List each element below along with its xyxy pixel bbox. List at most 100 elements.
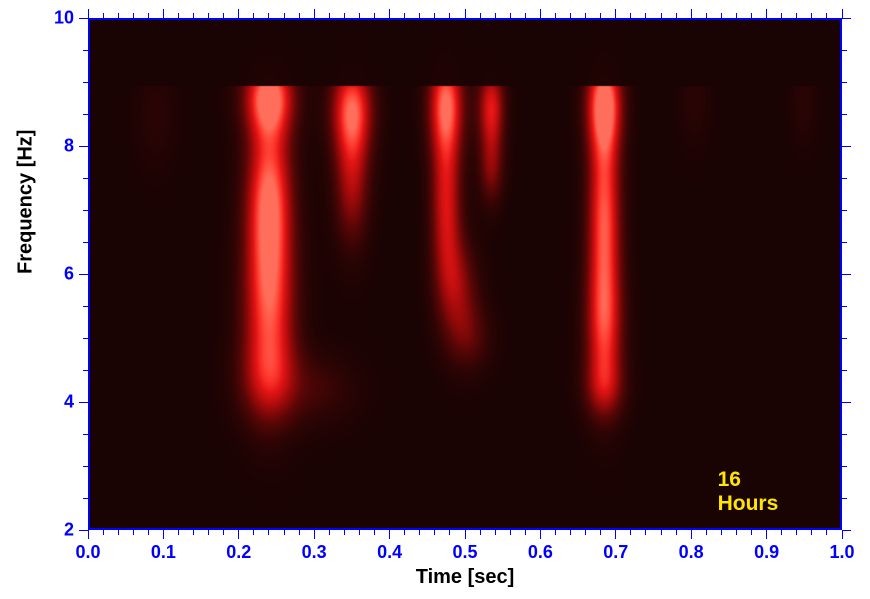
- x-minor-tick: [419, 530, 420, 535]
- x-tick-mark: [88, 530, 89, 539]
- x-minor-tick: [284, 530, 285, 535]
- x-tick-mark: [389, 530, 390, 539]
- x-tick-mark: [842, 530, 843, 539]
- y-tick-label: 8: [64, 136, 74, 157]
- x-minor-tick-top: [133, 13, 134, 18]
- x-tick-label: 0.0: [75, 542, 100, 563]
- y-minor-tick: [83, 498, 88, 499]
- x-tick-mark-top: [540, 9, 541, 18]
- y-minor-tick-right: [842, 338, 847, 339]
- y-tick-mark: [79, 402, 88, 403]
- y-tick-mark-right: [842, 274, 851, 275]
- y-tick-label: 10: [54, 8, 74, 29]
- x-tick-mark: [465, 530, 466, 539]
- x-minor-tick: [449, 530, 450, 535]
- y-tick-mark: [79, 18, 88, 19]
- x-minor-tick: [434, 530, 435, 535]
- x-minor-tick: [103, 530, 104, 535]
- x-tick-mark-top: [389, 9, 390, 18]
- x-minor-tick: [223, 530, 224, 535]
- y-minor-tick-right: [842, 210, 847, 211]
- x-minor-tick: [826, 530, 827, 535]
- y-tick-mark: [79, 530, 88, 531]
- y-minor-tick: [83, 114, 88, 115]
- x-minor-tick-top: [736, 13, 737, 18]
- x-minor-tick: [781, 530, 782, 535]
- x-minor-tick-top: [103, 13, 104, 18]
- y-tick-mark: [79, 274, 88, 275]
- x-minor-tick-top: [781, 13, 782, 18]
- x-minor-tick-top: [253, 13, 254, 18]
- x-minor-tick: [299, 530, 300, 535]
- y-minor-tick-right: [842, 306, 847, 307]
- y-tick-mark-right: [842, 18, 851, 19]
- y-minor-tick-right: [842, 242, 847, 243]
- y-tick-label: 2: [64, 520, 74, 541]
- x-minor-tick: [344, 530, 345, 535]
- x-minor-tick-top: [510, 13, 511, 18]
- y-axis-label: Frequency [Hz]: [15, 130, 38, 274]
- x-minor-tick-top: [796, 13, 797, 18]
- x-minor-tick-top: [811, 13, 812, 18]
- x-minor-tick-top: [676, 13, 677, 18]
- x-minor-tick: [676, 530, 677, 535]
- spectrogram-figure: 16 Hours Time [sec] Frequency [Hz] 0.00.…: [0, 0, 870, 599]
- y-minor-tick: [83, 338, 88, 339]
- x-minor-tick-top: [268, 13, 269, 18]
- x-minor-tick: [525, 530, 526, 535]
- x-tick-label: 0.7: [603, 542, 628, 563]
- y-minor-tick: [83, 434, 88, 435]
- annotation-label: 16 Hours: [718, 468, 801, 516]
- y-minor-tick: [83, 242, 88, 243]
- x-minor-tick-top: [299, 13, 300, 18]
- x-minor-tick: [706, 530, 707, 535]
- x-tick-label: 0.1: [151, 542, 176, 563]
- x-minor-tick-top: [721, 13, 722, 18]
- x-minor-tick: [178, 530, 179, 535]
- y-minor-tick-right: [842, 82, 847, 83]
- y-minor-tick: [83, 466, 88, 467]
- y-minor-tick-right: [842, 178, 847, 179]
- x-tick-label: 0.5: [452, 542, 477, 563]
- x-minor-tick-top: [826, 13, 827, 18]
- y-tick-label: 4: [64, 392, 74, 413]
- x-minor-tick-top: [374, 13, 375, 18]
- plot-area: 16 Hours: [88, 18, 842, 530]
- x-minor-tick: [600, 530, 601, 535]
- x-minor-tick-top: [208, 13, 209, 18]
- x-minor-tick-top: [434, 13, 435, 18]
- x-tick-mark: [766, 530, 767, 539]
- x-minor-tick-top: [223, 13, 224, 18]
- x-minor-tick: [480, 530, 481, 535]
- x-minor-tick: [193, 530, 194, 535]
- x-minor-tick: [148, 530, 149, 535]
- x-tick-label: 0.6: [528, 542, 553, 563]
- x-minor-tick-top: [600, 13, 601, 18]
- x-minor-tick-top: [495, 13, 496, 18]
- x-minor-tick: [811, 530, 812, 535]
- x-minor-tick: [329, 530, 330, 535]
- x-tick-mark: [615, 530, 616, 539]
- heatmap-canvas: [88, 18, 842, 530]
- x-minor-tick: [570, 530, 571, 535]
- y-tick-mark: [79, 146, 88, 147]
- x-minor-tick-top: [284, 13, 285, 18]
- x-minor-tick: [495, 530, 496, 535]
- x-tick-mark-top: [465, 9, 466, 18]
- y-minor-tick: [83, 306, 88, 307]
- y-minor-tick-right: [842, 466, 847, 467]
- x-minor-tick: [510, 530, 511, 535]
- x-minor-tick: [736, 530, 737, 535]
- x-tick-label: 0.8: [679, 542, 704, 563]
- y-minor-tick: [83, 50, 88, 51]
- x-tick-label: 0.9: [754, 542, 779, 563]
- x-minor-tick-top: [359, 13, 360, 18]
- x-tick-mark: [163, 530, 164, 539]
- x-minor-tick-top: [661, 13, 662, 18]
- x-minor-tick: [253, 530, 254, 535]
- x-tick-mark-top: [766, 9, 767, 18]
- x-minor-tick: [359, 530, 360, 535]
- x-tick-mark: [691, 530, 692, 539]
- x-tick-mark: [314, 530, 315, 539]
- x-minor-tick-top: [178, 13, 179, 18]
